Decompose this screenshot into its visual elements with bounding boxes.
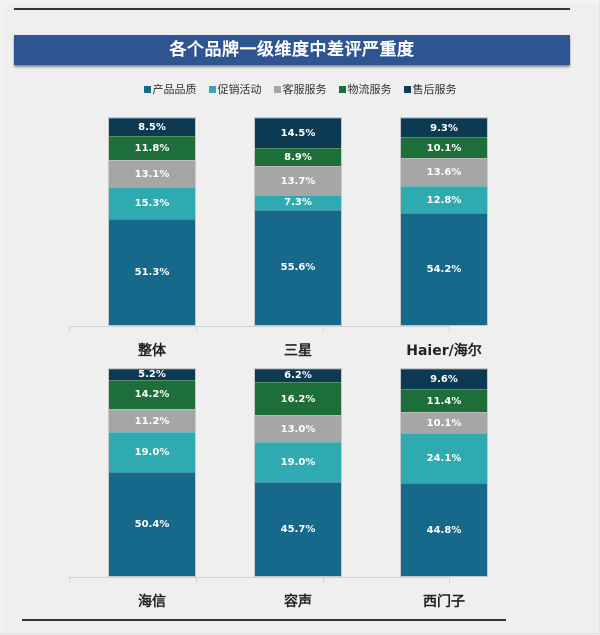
legend-label: 售后服务 xyxy=(412,83,457,96)
stacked-bar: 51.3% 15.3% 13.1% 11.8% 8.5% xyxy=(108,117,196,326)
bar-segment: 45.7% xyxy=(255,481,341,576)
bar-segment: 24.1% xyxy=(401,433,487,484)
bar-segment: 5.2% xyxy=(109,369,195,380)
legend-item: 促销活动 xyxy=(208,81,262,97)
bar-segment: 7.3% xyxy=(255,194,341,210)
top-divider xyxy=(14,8,570,10)
axis-tick xyxy=(196,326,197,332)
bar-segment: 10.1% xyxy=(401,137,487,159)
bar-segment: 12.8% xyxy=(401,186,487,213)
category-label: 西门子 xyxy=(423,594,465,610)
bar-segment: 14.2% xyxy=(109,379,195,410)
bar-segment: 44.8% xyxy=(401,483,487,576)
legend-label: 客服服务 xyxy=(282,83,327,96)
bar-segment: 13.1% xyxy=(109,160,195,188)
axis-tick xyxy=(323,326,324,332)
category-label: 容声 xyxy=(284,594,312,610)
legend-item: 售后服务 xyxy=(403,81,457,97)
axis-tick xyxy=(449,326,450,332)
bottom-divider xyxy=(22,619,506,621)
legend-swatch-icon xyxy=(208,85,216,93)
legend-label: 物流服务 xyxy=(347,83,392,96)
legend-item: 物流服务 xyxy=(338,81,392,97)
bar-segment: 19.0% xyxy=(109,432,195,472)
legend-swatch-icon xyxy=(403,85,411,93)
stacked-bar: 44.8% 24.1% 10.1% 11.4% 9.6% xyxy=(400,368,488,577)
x-axis xyxy=(69,577,450,578)
bar-segment: 6.2% xyxy=(255,369,341,382)
bar-segment: 11.4% xyxy=(401,388,487,413)
axis-tick xyxy=(69,326,70,332)
bar-segment: 51.3% xyxy=(109,218,195,325)
stacked-bar: 54.2% 12.8% 13.6% 10.1% 9.3% xyxy=(400,117,488,326)
bar-segment: 8.5% xyxy=(109,118,195,136)
legend-swatch-icon xyxy=(273,85,281,93)
stacked-bar: 50.4% 19.0% 11.2% 14.2% 5.2% xyxy=(108,368,196,577)
axis-tick xyxy=(196,577,197,583)
bar-segment: 9.3% xyxy=(401,118,487,138)
axis-tick xyxy=(69,577,70,583)
legend-label: 促销活动 xyxy=(217,83,262,96)
bar-segment: 54.2% xyxy=(401,212,487,325)
bar-segment: 13.0% xyxy=(255,415,341,443)
legend-swatch-icon xyxy=(338,85,346,93)
legend: 产品品质 促销活动 客服服务 物流服务 售后服务 xyxy=(0,81,600,97)
bar-segment: 9.6% xyxy=(401,369,487,389)
category-label: 三星 xyxy=(284,343,312,359)
axis-tick xyxy=(323,577,324,583)
category-label: 整体 xyxy=(138,343,166,359)
legend-label: 产品品质 xyxy=(152,83,197,96)
bar-segment: 13.6% xyxy=(401,158,487,187)
legend-item: 客服服务 xyxy=(273,81,327,97)
legend-swatch-icon xyxy=(143,85,151,93)
bar-segment: 8.9% xyxy=(255,148,341,167)
category-label: 海信 xyxy=(138,594,166,610)
bar-segment: 16.2% xyxy=(255,381,341,416)
bar-segment: 14.5% xyxy=(255,118,341,149)
category-label: Haier/海尔 xyxy=(406,343,482,359)
bar-segment: 11.2% xyxy=(109,409,195,433)
bar-segment: 11.8% xyxy=(109,135,195,161)
legend-item: 产品品质 xyxy=(143,81,197,97)
bar-segment: 15.3% xyxy=(109,187,195,219)
bar-segment: 10.1% xyxy=(401,412,487,434)
axis-tick xyxy=(449,577,450,583)
chart-title: 各个品牌一级维度中差评严重度 xyxy=(14,35,570,65)
bar-segment: 13.7% xyxy=(255,166,341,195)
stacked-bar: 55.6% 7.3% 13.7% 8.9% 14.5% xyxy=(254,117,342,326)
bar-segment: 50.4% xyxy=(109,471,195,576)
bar-segment: 19.0% xyxy=(255,442,341,482)
stacked-bar: 45.7% 19.0% 13.0% 16.2% 6.2% xyxy=(254,368,342,577)
x-axis xyxy=(69,326,450,327)
bar-segment: 55.6% xyxy=(255,209,341,325)
